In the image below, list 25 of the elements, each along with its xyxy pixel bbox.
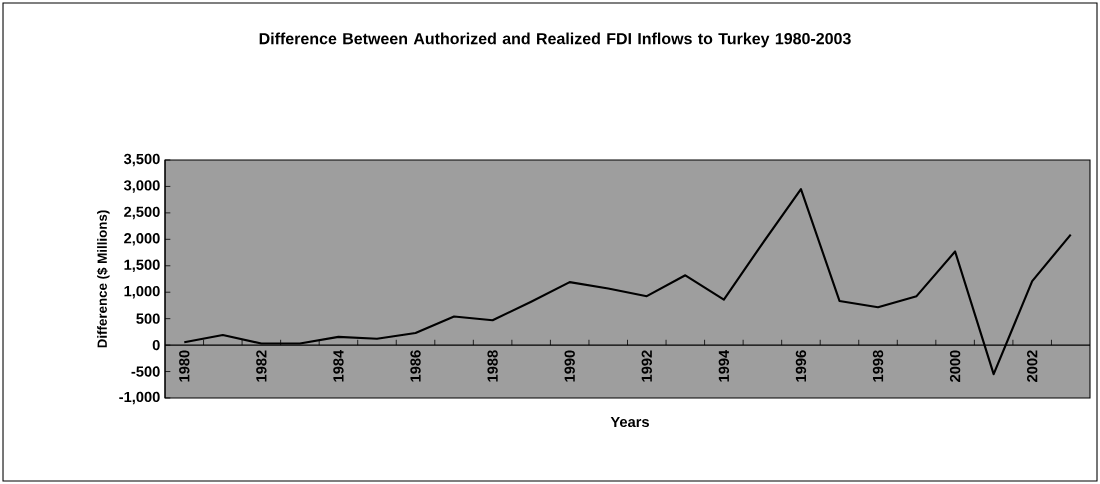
x-tick-label: 1992 [641, 350, 652, 382]
x-tick-label: 2002 [1027, 350, 1038, 382]
x-tick-label: 1998 [872, 350, 884, 382]
y-tick-label: 1,500 [124, 259, 160, 273]
y-tick-label: 3,500 [123, 153, 160, 167]
x-tick-label: 2000 [949, 350, 961, 382]
y-axis-title: Difference ($ Millions) [96, 210, 110, 348]
x-tick-label: 1984 [333, 349, 344, 382]
x-tick-label: 1986 [410, 350, 421, 382]
x-tick-label: 1988 [487, 350, 498, 382]
x-axis-title: Years [610, 416, 649, 428]
x-tick-label: 1980 [179, 350, 190, 382]
y-tick-label: -1,000 [119, 391, 160, 405]
y-tick-label: 0 [152, 339, 160, 351]
y-tick-label: 2,000 [124, 233, 160, 246]
x-tick-label: 1990 [564, 350, 575, 382]
y-tick-label: 2,500 [124, 206, 160, 220]
y-tick-label: 500 [136, 313, 160, 324]
x-tick-label: 1982 [256, 350, 267, 382]
y-tick-label: 3,000 [123, 180, 160, 193]
y-tick-label: -500 [131, 366, 160, 377]
y-tick-label: 1,000 [124, 285, 160, 299]
x-tick-label: 1996 [795, 350, 807, 382]
chart-title: Difference Between Authorized and Realized FDI Inflows to Turkey 1980-2003 [259, 32, 851, 48]
x-tick-label: 1994 [718, 349, 730, 382]
